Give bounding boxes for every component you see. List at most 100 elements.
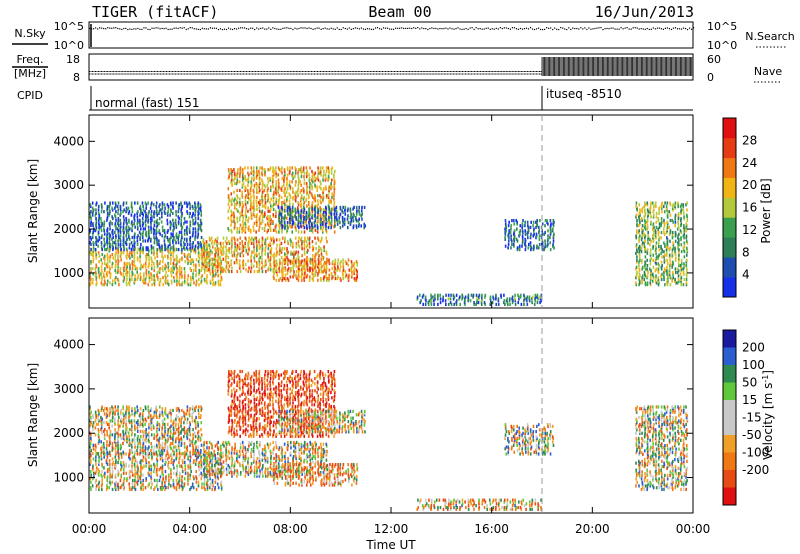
echo-cell (299, 220, 302, 225)
echo-cell (260, 211, 263, 215)
echo-cell (350, 266, 353, 271)
echo-cell (106, 237, 109, 241)
echo-cell (129, 279, 131, 283)
echo-cell (158, 229, 161, 233)
echo-cell (94, 251, 97, 255)
echo-cell (311, 207, 314, 211)
nave-sample (481, 73, 483, 75)
freq-sample (262, 71, 264, 72)
echo-cell (98, 216, 100, 221)
echo-cell (114, 215, 117, 219)
echo-cell (541, 222, 544, 226)
echo-cell (663, 210, 666, 214)
echo-cell (325, 212, 328, 216)
nave-sample (501, 73, 503, 75)
nsky-sample (564, 28, 566, 30)
freq-sample (309, 71, 311, 72)
nave-sample (366, 73, 368, 75)
echo-cell (683, 250, 686, 254)
echo-cell (170, 279, 173, 283)
nave-sample (111, 73, 113, 75)
echo-cell (509, 297, 511, 301)
echo-cell (344, 212, 347, 216)
echo-cell (233, 181, 236, 186)
nsky-sample (467, 28, 469, 31)
echo-cell (131, 254, 133, 258)
echo-cell (189, 252, 191, 257)
echo-cell (200, 279, 203, 283)
echo-cell (167, 204, 170, 209)
echo-cell (133, 251, 136, 255)
echo-cell (529, 244, 532, 248)
nsky-sample (117, 27, 119, 30)
echo-cell (167, 239, 170, 243)
echo-cell (183, 274, 186, 278)
echo-cell (547, 229, 549, 233)
echo-cell (288, 217, 291, 221)
echo-cell (217, 252, 220, 256)
echo-cell (643, 272, 646, 276)
echo-cell (148, 279, 151, 283)
echo-cell (253, 245, 255, 249)
echo-cell (319, 194, 321, 198)
echo-cell (506, 302, 509, 307)
echo-cell (194, 227, 197, 231)
echo-cell (100, 265, 103, 269)
echo-cell (95, 201, 98, 205)
echo-cell (206, 268, 208, 273)
echo-cell (338, 214, 341, 218)
echo-cell (115, 251, 117, 255)
echo-cell (290, 252, 292, 256)
echo-cell (198, 242, 200, 247)
echo-cell (513, 237, 515, 241)
echo-cell (172, 241, 174, 245)
echo-cell (155, 230, 158, 234)
echo-cell (544, 239, 546, 243)
freq-sample (415, 71, 417, 72)
echo-cell (282, 266, 284, 271)
echo-cell (267, 214, 269, 219)
echo-cell (183, 267, 186, 271)
echo-cell (491, 300, 494, 305)
echo-cell (300, 166, 302, 170)
echo-cell (192, 277, 195, 281)
nave-sample (540, 73, 542, 75)
echo-cell (196, 235, 199, 240)
echo-cell (214, 281, 217, 285)
echo-cell (100, 216, 102, 221)
echo-cell (249, 200, 252, 205)
echo-cell (255, 214, 258, 219)
echo-cell (289, 185, 292, 189)
nsky-sample (580, 27, 582, 29)
echo-cell (341, 215, 344, 220)
nave-sample (113, 73, 115, 75)
echo-cell (126, 270, 129, 274)
echo-cell (314, 265, 317, 269)
echo-cell (292, 190, 294, 194)
echo-cell (323, 218, 325, 222)
echo-cell (657, 257, 660, 261)
echo-cell (150, 274, 153, 278)
echo-cell (293, 263, 295, 267)
echo-cell (663, 270, 665, 275)
echo-cell (247, 259, 249, 263)
nsky-sample (678, 28, 681, 30)
echo-cell (677, 225, 680, 229)
echo-cell (531, 295, 534, 299)
echo-cell (674, 258, 677, 262)
echo-cell (248, 266, 250, 270)
echo-cell (92, 259, 95, 264)
echo-cell (195, 206, 197, 210)
echo-cell (263, 226, 266, 231)
echo-cell (128, 283, 131, 287)
echo-cell (638, 215, 640, 219)
echo-cell (131, 229, 133, 233)
freq-sample (357, 71, 359, 72)
nave-sample (232, 73, 234, 75)
echo-cell (507, 246, 509, 250)
echo-cell (103, 220, 106, 224)
echo-cell (649, 208, 651, 212)
echo-cell (145, 211, 147, 215)
echo-cell (452, 293, 455, 297)
echo-cell (302, 187, 305, 191)
